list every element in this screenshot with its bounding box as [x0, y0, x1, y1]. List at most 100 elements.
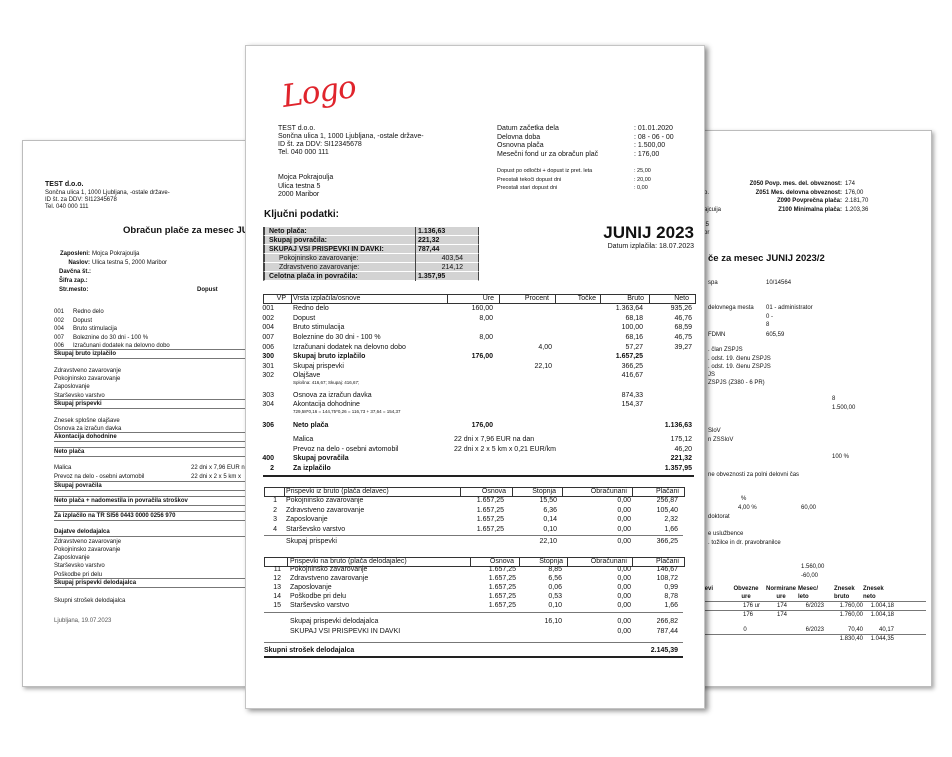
contrib-obr: 0,00	[617, 618, 631, 625]
key-data-label: Pokojninsko zavarovanje:	[279, 255, 359, 262]
earnings-name: Olajšave	[293, 372, 321, 379]
header-divider	[287, 558, 288, 566]
employer-item: Zaposlovanje	[54, 555, 90, 561]
contrib-plac: 787,44	[656, 628, 678, 635]
key-data-label: SKUPAJ VSI PRISPEVKI IN DAVKI:	[269, 246, 384, 253]
earnings-ure: 160,00	[471, 305, 493, 312]
earnings-ure: 8,00	[479, 334, 493, 341]
earning-name: Izračunani dodatek na delovno dobo	[73, 343, 170, 349]
detail-line: n ZSSloV	[708, 437, 734, 443]
earnings-vp: 001	[262, 305, 274, 312]
company-name: TEST d.o.o.	[45, 181, 84, 188]
header-name: Vrsta izplačila/osnove	[293, 295, 361, 302]
table-cell: 176	[742, 612, 754, 618]
earnings-name: Osnova za izračun davka	[293, 392, 372, 399]
place-and-date: Ljubljana, 19.07.2023	[54, 618, 112, 624]
contrib-num: 1	[273, 497, 277, 504]
header-neto: Neto	[674, 295, 689, 302]
key-data-value: 403,54	[441, 255, 463, 262]
contrib-num: 3	[273, 516, 277, 523]
contributions-total-label: Skupaj prispevki	[54, 401, 102, 407]
divider-line	[54, 496, 268, 497]
key-data-label: Skupaj povračila:	[269, 237, 327, 244]
divider-line	[54, 578, 268, 579]
earnings-name: Redno delo	[293, 305, 329, 312]
contrib-plac: 108,72	[656, 575, 678, 582]
divider-line	[701, 610, 926, 611]
table-cell: 1.830,40	[839, 636, 863, 642]
contrib-osnova: 1.657,25	[476, 516, 504, 523]
header-procent: Procent	[524, 295, 549, 302]
contrib-obr: 0,00	[617, 575, 631, 582]
tax-advance-label: Akontacija dohodnine	[54, 434, 117, 440]
key-data-label: Celotna plača in povračila:	[269, 273, 358, 280]
earnings-ure: 176,00	[471, 353, 493, 360]
detail-line: . odst. 19. členu ZSPJS	[708, 364, 771, 370]
earnings-neto: 46,20	[674, 446, 692, 453]
table-cell: 1.760,00	[839, 612, 863, 618]
earnings-bruto: 1.363,64	[615, 305, 643, 312]
table-header: Normirane	[765, 586, 797, 592]
cell-divider	[415, 236, 416, 245]
contrib-plac: 8,78	[664, 593, 678, 600]
earnings-procent: 4,00	[538, 344, 552, 351]
header-divider	[512, 488, 513, 496]
detail-line: 8	[832, 396, 836, 402]
employer-item: Poškodbe pri delu	[54, 572, 103, 578]
employer-item: Starševsko varstvo	[54, 563, 105, 569]
contrib-osnova: 1.657,25	[488, 593, 516, 600]
reimbursement-calc: 22 dni x 2 x 5 km x	[191, 474, 242, 480]
payment-date: Datum izplačila: 18.07.2023	[607, 243, 694, 250]
employee-code-label: Šifra zap.:	[59, 278, 88, 284]
contrib-obr: 0,00	[617, 538, 631, 545]
key-data-value: 221,32	[418, 237, 440, 244]
company-line: Tel. 040 000 111	[278, 149, 329, 156]
contribution-item: Zaposlovanje	[54, 384, 90, 390]
divider-line	[54, 349, 268, 350]
key-data-value: 1.136,63	[418, 228, 446, 235]
employer-item: Pokojninsko zavarovanje	[54, 547, 121, 553]
earning-code: 007	[54, 335, 65, 341]
header-tocke: Točke	[577, 295, 596, 302]
earnings-name: Bruto stimulacija	[293, 324, 345, 331]
contrib-plac: 256,87	[656, 497, 678, 504]
earnings-vp: 304	[262, 401, 274, 408]
earnings-neto: 935,26	[670, 305, 692, 312]
reimbursement-calc: 22 dni x 7,96 EUR n	[191, 465, 245, 471]
divider-line	[54, 511, 268, 512]
header-divider	[555, 295, 556, 303]
earnings-vp: 303	[262, 392, 274, 399]
table-cell: 176 ur	[742, 603, 760, 609]
header-divider	[291, 295, 292, 303]
divider-line	[54, 456, 268, 457]
key-data-row: Neto plača: 1.136,63	[263, 227, 479, 236]
table-header: Obvezne	[733, 586, 759, 592]
contribution-item: Zdravstveno zavarovanje	[54, 368, 122, 374]
header-plac: Plačani	[656, 558, 679, 565]
contrib-obr: 0,00	[617, 584, 631, 591]
earnings-procent: 22,10	[534, 363, 552, 370]
contrib-plac: 1,66	[664, 602, 678, 609]
earnings-neto: 68,59	[674, 324, 692, 331]
leave-value: : 0,00	[634, 185, 648, 191]
tax-item: Osnova za izračun davka	[54, 426, 122, 432]
statistic-label: Z051 Mes. delovna obveznost:	[755, 190, 842, 196]
employee-address-line: 2000 Maribor	[278, 191, 320, 198]
info-value: : 01.01.2020	[634, 125, 673, 132]
text-fragment: :5	[704, 222, 710, 228]
pay-period: JUNIJ 2023	[603, 223, 694, 242]
cell-divider	[415, 272, 416, 281]
key-data-value: 1.357,95	[418, 273, 446, 280]
contrib-osnova: 1.657,25	[488, 584, 516, 591]
key-data-row: Zdravstveno zavarovanje: 214,12	[263, 263, 479, 272]
divider-line	[54, 481, 268, 482]
earnings-vp: 006	[262, 344, 274, 351]
earnings-neto: 39,27	[674, 344, 692, 351]
detail-line: 605,59	[766, 332, 785, 338]
contrib-name: Poškodbe pri delu	[290, 593, 347, 600]
gross-total-label: Skupaj bruto izplačilo	[54, 351, 117, 357]
divider-line	[54, 408, 268, 409]
header-divider	[519, 558, 520, 566]
contrib-num: 4	[273, 526, 277, 533]
table-header: Znesek	[834, 586, 855, 592]
